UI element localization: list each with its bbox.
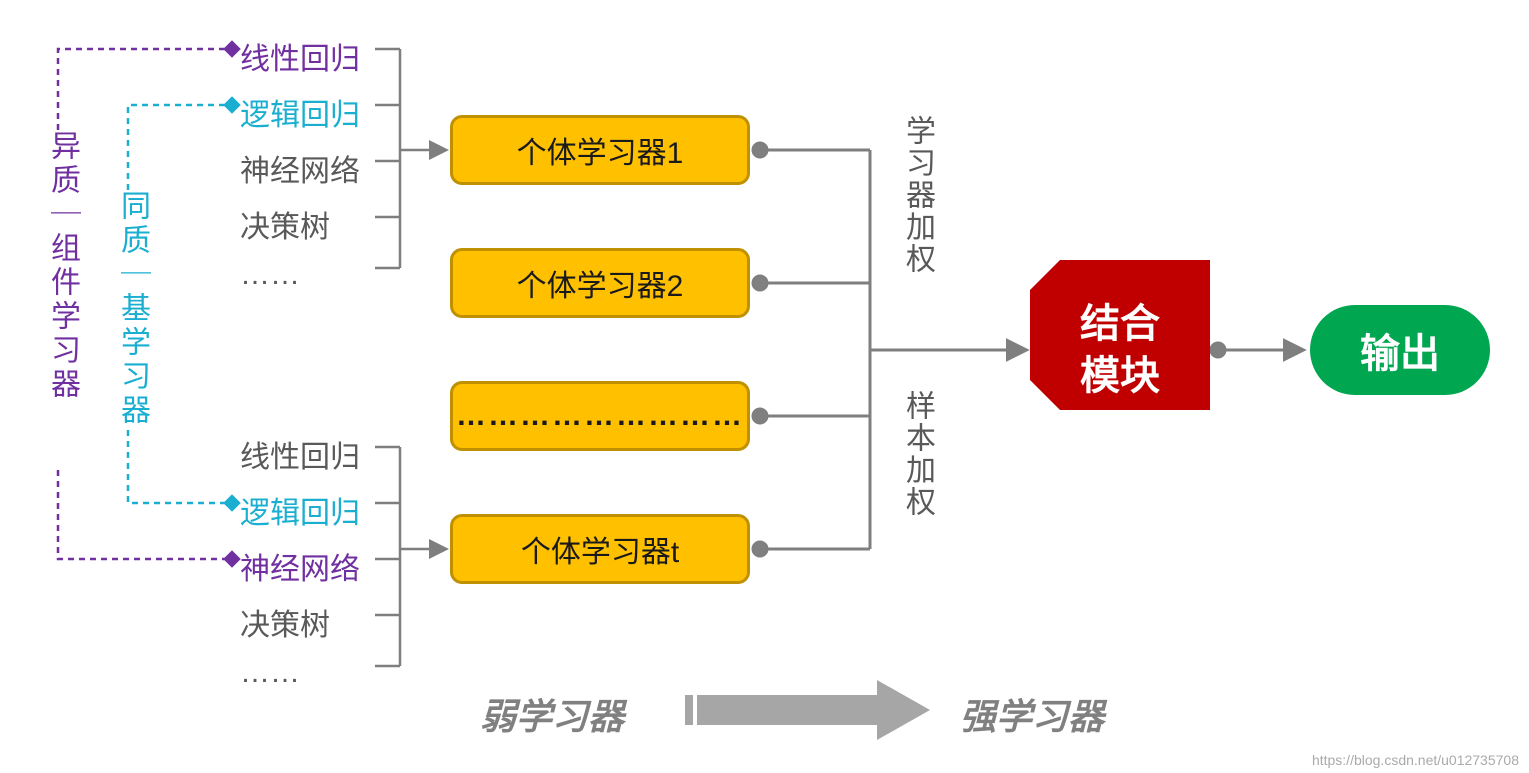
model-item: 神经网络 bbox=[240, 146, 360, 190]
output-block: 输出 bbox=[1310, 305, 1490, 395]
learner-box: 个体学习器2 bbox=[450, 248, 750, 318]
combiner-block: 结合模块 bbox=[1030, 260, 1210, 440]
learner-box: ……………………… bbox=[450, 381, 750, 451]
sample-weight-label: 样本加权 bbox=[895, 390, 939, 518]
learner-weight-label: 学习器加权 bbox=[895, 115, 939, 275]
model-item: 逻辑回归 bbox=[240, 90, 360, 134]
combiner-text: 结合模块 bbox=[1070, 298, 1170, 402]
output-text: 输出 bbox=[1360, 321, 1440, 379]
model-item: 逻辑回归 bbox=[240, 488, 360, 532]
learner-box: 个体学习器1 bbox=[450, 115, 750, 185]
learner-box: 个体学习器t bbox=[450, 514, 750, 584]
weak-to-strong-arrow bbox=[685, 680, 930, 740]
model-item: …… bbox=[240, 656, 300, 690]
model-item: 线性回归 bbox=[240, 432, 360, 476]
model-item: 决策树 bbox=[240, 202, 330, 246]
diagram-canvas bbox=[0, 0, 1529, 773]
model-item: 决策树 bbox=[240, 600, 330, 644]
homo-label: 同质｜基学习器 bbox=[110, 190, 154, 428]
watermark: https://blog.csdn.net/u012735708 bbox=[1312, 752, 1519, 768]
strong-learner-label: 强学习器 bbox=[960, 688, 1104, 740]
model-item: …… bbox=[240, 258, 300, 292]
hetero-label: 异质｜组件学习器 bbox=[40, 130, 84, 402]
model-item: 线性回归 bbox=[240, 34, 360, 78]
weak-learner-label: 弱学习器 bbox=[480, 688, 624, 740]
model-item: 神经网络 bbox=[240, 544, 360, 588]
